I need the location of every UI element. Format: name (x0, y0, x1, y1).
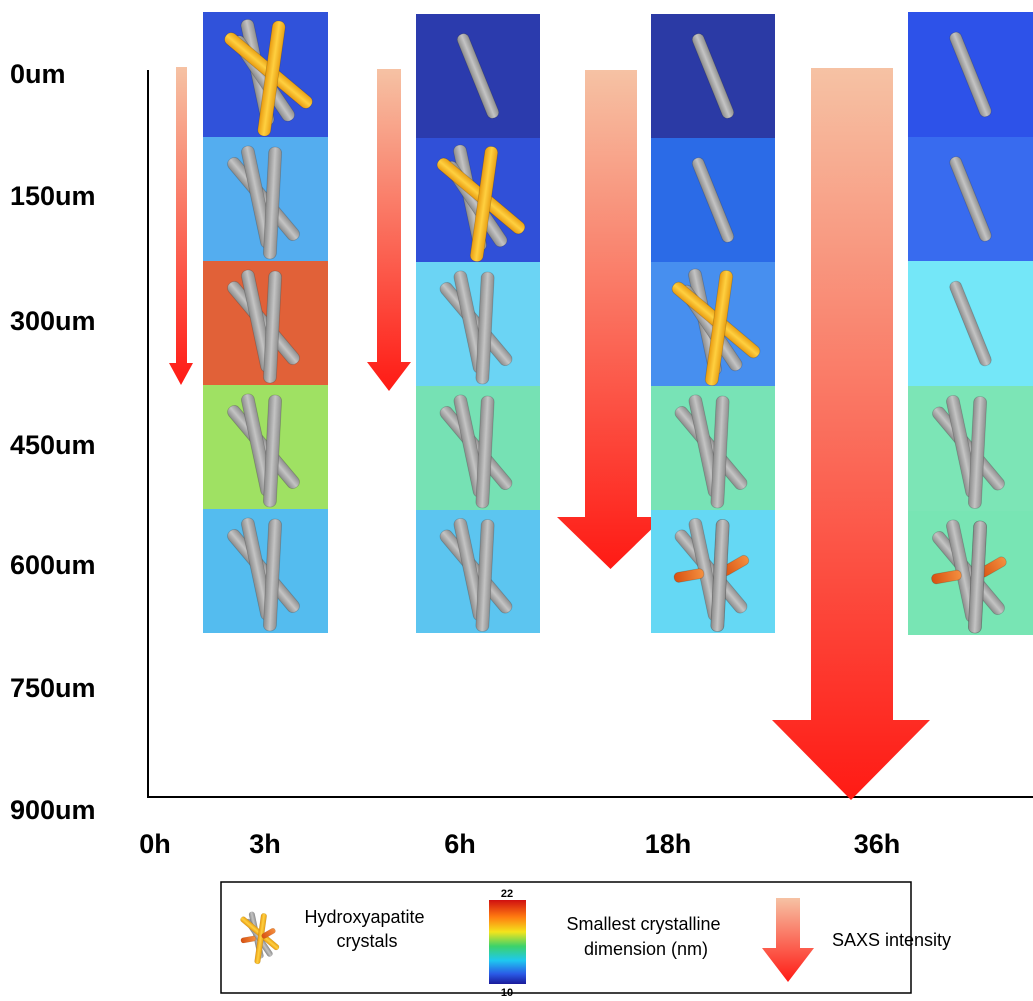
time-label: 18h (645, 829, 692, 859)
depth-cell (651, 138, 775, 262)
legend-crystal-icon (240, 911, 280, 965)
legend-colorbar-max: 22 (501, 888, 513, 900)
depth-cell (416, 138, 540, 262)
time-label: 36h (854, 829, 901, 859)
depth-cells (203, 12, 1033, 635)
depth-cell (203, 137, 328, 261)
legend-saxs-arrow (762, 898, 814, 982)
depth-cell (651, 510, 775, 633)
depth-cell (651, 386, 775, 510)
depth-cell (908, 137, 1033, 261)
depth-label: 0um (10, 59, 66, 89)
depth-cell (203, 12, 328, 137)
legend-crystals-label: Hydroxyapatite crystals (304, 907, 429, 951)
depth-label: 750um (10, 673, 96, 703)
time-label: 3h (249, 829, 281, 859)
depth-label: 450um (10, 430, 96, 460)
depth-label: 900um (10, 795, 96, 825)
depth-cell (908, 386, 1033, 511)
legend-colorbar-min: 10 (501, 987, 513, 999)
depth-cell (651, 14, 775, 138)
depth-cell (416, 262, 540, 386)
depth-label: 600um (10, 550, 96, 580)
depth-label: 150um (10, 181, 96, 211)
depth-label: 300um (10, 306, 96, 336)
legend-saxs-label: SAXS intensity (832, 930, 951, 950)
time-label: 0h (139, 829, 171, 859)
depth-cell (416, 386, 540, 510)
depth-cell (203, 385, 328, 509)
depth-cell (416, 14, 540, 138)
depth-cell (203, 261, 328, 385)
depth-cell (908, 261, 1033, 386)
depth-cell (908, 12, 1033, 137)
saxs-arrow (772, 68, 930, 800)
legend: Hydroxyapatite crystals 22 10 Smallest c… (220, 881, 951, 999)
depth-cell (651, 262, 775, 386)
legend-colorbar (489, 900, 526, 984)
saxs-intensity-arrows (169, 67, 930, 800)
legend-box (220, 881, 912, 994)
saxs-arrow (557, 70, 664, 569)
depth-labels: 0um 150um 300um 450um 600um 750um 900um (10, 59, 96, 825)
depth-cell (908, 511, 1033, 635)
depth-cell (203, 509, 328, 633)
legend-dimension-label: Smallest crystalline dimension (nm) (566, 914, 725, 959)
saxs-arrow (367, 69, 411, 391)
depth-cell (416, 510, 540, 633)
saxs-arrow (169, 67, 193, 385)
time-label: 6h (444, 829, 476, 859)
time-labels: 0h 3h 6h 18h 36h (139, 829, 900, 859)
